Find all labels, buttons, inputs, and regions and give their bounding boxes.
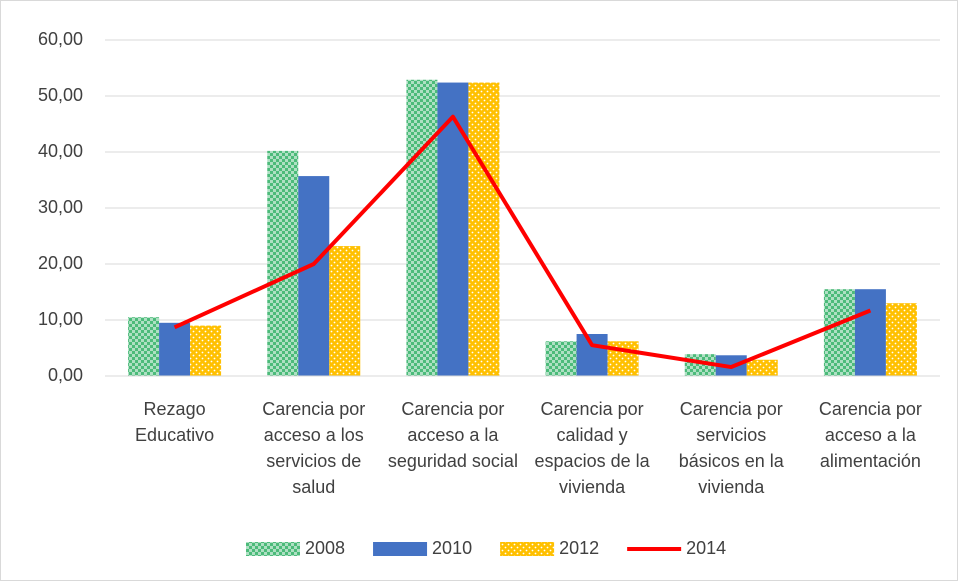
bar (468, 82, 500, 376)
legend-swatch (500, 542, 555, 556)
x-tick-label: Carencia por servicios básicos en la viv… (678, 399, 784, 497)
bar (329, 246, 361, 376)
bar (190, 325, 222, 376)
bar (823, 289, 855, 376)
bar (298, 176, 330, 376)
y-tick-label: 10,00 (38, 309, 83, 329)
y-tick-label: 0,00 (48, 365, 83, 385)
bar (159, 322, 191, 376)
bar (267, 150, 299, 376)
bar (576, 334, 608, 376)
bar (406, 79, 438, 376)
x-tick-label: Carencia por acceso a la seguridad socia… (387, 399, 518, 471)
y-tick-label: 20,00 (38, 253, 83, 273)
legend-label: 2014 (686, 538, 726, 558)
x-tick-label: Carencia por acceso a la alimentación (818, 399, 922, 471)
legend-label: 2008 (305, 538, 345, 558)
y-tick-label: 50,00 (38, 85, 83, 105)
legend-label: 2010 (432, 538, 472, 558)
x-tick-label: Rezago Educativo (135, 399, 215, 445)
bar (128, 317, 160, 376)
line-series (173, 114, 872, 370)
y-tick-label: 60,00 (38, 29, 83, 49)
legend-swatch (246, 542, 300, 556)
x-tick-label: Carencia por acceso a los servicios de s… (262, 399, 366, 497)
bar (854, 289, 886, 376)
y-tick-label: 40,00 (38, 141, 83, 161)
x-tick-label: Carencia por calidad y espacios de la vi… (534, 399, 650, 497)
y-tick-label: 30,00 (38, 197, 83, 217)
legend-swatch (373, 542, 428, 556)
bar (885, 303, 917, 376)
bar (545, 341, 577, 376)
bar (746, 359, 778, 376)
legend-label: 2012 (559, 538, 599, 558)
